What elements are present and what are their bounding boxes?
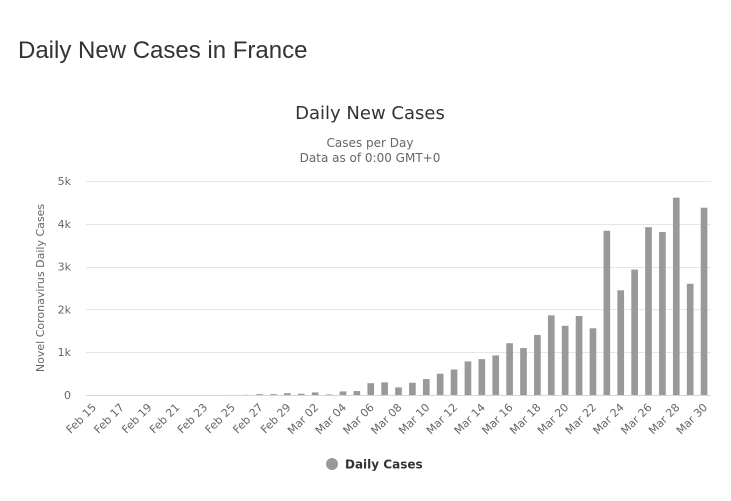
bar[interactable]	[547, 315, 555, 395]
bar[interactable]	[534, 334, 541, 395]
legend-marker	[326, 458, 338, 470]
bar[interactable]	[450, 369, 458, 395]
y-tick-label: 1k	[58, 346, 72, 359]
bar[interactable]	[395, 387, 402, 395]
y-tick-label: 5k	[58, 175, 72, 188]
bar[interactable]	[353, 391, 361, 395]
bar[interactable]	[464, 361, 472, 395]
bar[interactable]	[478, 359, 486, 395]
chart-title: Daily New Cases	[295, 103, 445, 124]
bar[interactable]	[589, 328, 597, 395]
x-tick-label: Feb 17	[91, 401, 126, 436]
bar[interactable]	[506, 343, 513, 395]
x-tick-label: Mar 30	[674, 401, 710, 437]
y-axis-label: Novel Coronavirus Daily Cases	[34, 204, 47, 372]
y-tick-label: 4k	[58, 218, 72, 231]
bar[interactable]	[311, 392, 319, 395]
y-axis-ticks: 0 1k 2k 3k 4k 5k	[58, 175, 72, 402]
bars	[228, 197, 708, 395]
bar[interactable]	[256, 394, 263, 395]
bar[interactable]	[672, 197, 680, 395]
y-tick-label: 3k	[58, 261, 72, 274]
bar[interactable]	[297, 393, 305, 395]
bar[interactable]	[367, 383, 375, 395]
bar[interactable]	[325, 394, 333, 395]
x-tick-label: Feb 21	[147, 401, 182, 436]
bar[interactable]	[492, 355, 500, 395]
x-tick-label: Feb 27	[230, 401, 265, 436]
grid-lines	[86, 181, 711, 353]
legend[interactable]: Daily Cases	[326, 458, 423, 472]
chart-subtitle-line-2: Data as of 0:00 GMT+0	[300, 151, 441, 165]
bar[interactable]	[645, 227, 652, 395]
bar[interactable]	[520, 348, 527, 395]
bar[interactable]	[603, 230, 611, 395]
x-tick-label: Feb 25	[203, 401, 238, 436]
bar[interactable]	[686, 283, 694, 395]
bar[interactable]	[284, 393, 291, 395]
x-tick-label: Feb 19	[119, 401, 154, 436]
x-tick-label: Feb 23	[175, 401, 210, 436]
y-tick-label: 0	[64, 389, 71, 402]
x-tick-label: Feb 15	[64, 401, 99, 436]
bar[interactable]	[422, 379, 430, 395]
bar[interactable]	[575, 315, 583, 395]
legend-label[interactable]: Daily Cases	[345, 458, 423, 472]
bar[interactable]	[381, 382, 388, 395]
bar[interactable]	[270, 394, 277, 395]
bar[interactable]	[631, 269, 638, 395]
page-title: Daily New Cases in France	[18, 37, 308, 64]
bar[interactable]	[659, 231, 666, 395]
bar[interactable]	[436, 373, 444, 395]
bar[interactable]	[409, 382, 416, 395]
bar[interactable]	[700, 207, 708, 395]
bar[interactable]	[339, 391, 347, 395]
bar[interactable]	[617, 290, 625, 395]
bar[interactable]	[561, 325, 569, 395]
chart-subtitle-line-1: Cases per Day	[327, 136, 414, 150]
y-tick-label: 2k	[58, 303, 72, 316]
